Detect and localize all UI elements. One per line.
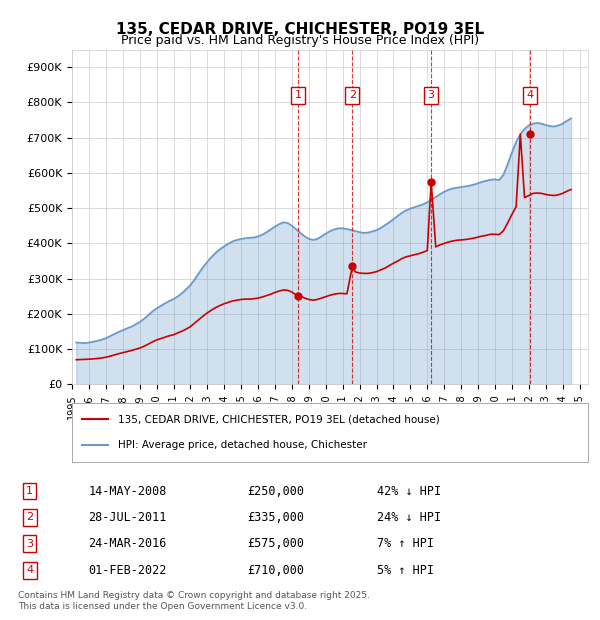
Text: 14-MAY-2008: 14-MAY-2008 bbox=[88, 485, 167, 497]
Text: £575,000: £575,000 bbox=[247, 538, 304, 551]
Text: 3: 3 bbox=[26, 539, 33, 549]
Text: 4: 4 bbox=[527, 91, 534, 100]
Text: 2: 2 bbox=[349, 91, 356, 100]
Text: 01-FEB-2022: 01-FEB-2022 bbox=[88, 564, 167, 577]
Text: £250,000: £250,000 bbox=[247, 485, 304, 497]
Text: 2: 2 bbox=[26, 512, 33, 523]
Text: 42% ↓ HPI: 42% ↓ HPI bbox=[377, 485, 440, 497]
Text: £335,000: £335,000 bbox=[247, 511, 304, 524]
Text: 5% ↑ HPI: 5% ↑ HPI bbox=[377, 564, 434, 577]
Text: 4: 4 bbox=[26, 565, 33, 575]
Text: 135, CEDAR DRIVE, CHICHESTER, PO19 3EL (detached house): 135, CEDAR DRIVE, CHICHESTER, PO19 3EL (… bbox=[118, 415, 440, 425]
Text: 24% ↓ HPI: 24% ↓ HPI bbox=[377, 511, 440, 524]
Text: 28-JUL-2011: 28-JUL-2011 bbox=[88, 511, 167, 524]
Text: 24-MAR-2016: 24-MAR-2016 bbox=[88, 538, 167, 551]
Text: 7% ↑ HPI: 7% ↑ HPI bbox=[377, 538, 434, 551]
Text: 3: 3 bbox=[428, 91, 434, 100]
Text: Contains HM Land Registry data © Crown copyright and database right 2025.
This d: Contains HM Land Registry data © Crown c… bbox=[18, 591, 370, 611]
Text: 135, CEDAR DRIVE, CHICHESTER, PO19 3EL: 135, CEDAR DRIVE, CHICHESTER, PO19 3EL bbox=[116, 22, 484, 37]
Text: HPI: Average price, detached house, Chichester: HPI: Average price, detached house, Chic… bbox=[118, 440, 367, 450]
Text: Price paid vs. HM Land Registry's House Price Index (HPI): Price paid vs. HM Land Registry's House … bbox=[121, 34, 479, 47]
Text: 1: 1 bbox=[26, 486, 33, 496]
Text: 1: 1 bbox=[295, 91, 302, 100]
Text: £710,000: £710,000 bbox=[247, 564, 304, 577]
